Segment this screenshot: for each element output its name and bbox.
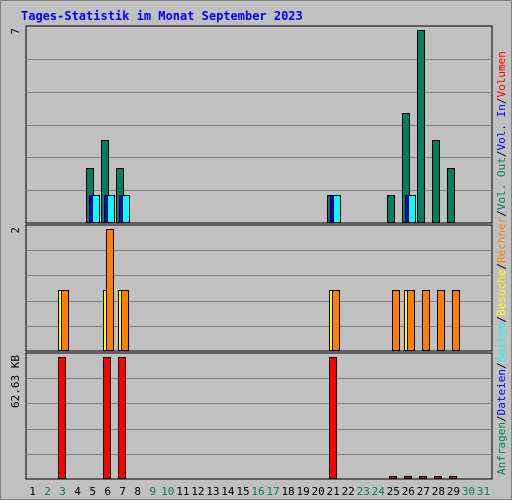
x-tick-label: 25 [387,485,400,498]
bar [106,229,114,351]
x-tick-label: 7 [119,485,126,498]
legend-entry: / [495,362,508,369]
x-tick-label: 14 [221,485,235,498]
x-tick-label: 15 [236,485,249,498]
x-tick-label: 19 [296,485,309,498]
x-tick-label: 10 [161,485,174,498]
x-tick-label: 20 [312,485,325,498]
panels-layer: 7 2 62.63 KB [9,25,493,480]
bar [118,357,126,479]
x-tick-label: 6 [104,485,111,498]
legend-entry: Seiten [495,323,508,363]
panel-frame [25,352,493,480]
bar [58,357,66,479]
x-tick-label: 12 [191,485,204,498]
x-tick-label: 22 [342,485,355,498]
bar [422,290,430,351]
y-axis-max-label: 2 [9,227,22,234]
x-tick-label: 30 [462,485,475,498]
legend-entry: / [495,150,508,157]
x-tick-label: 31 [477,485,490,498]
panel-frame [25,25,493,224]
x-tick-label: 17 [266,485,279,498]
legend-entry: / [495,210,508,217]
legend-entry: / [495,415,508,422]
legend-entry: Rechner [495,216,508,263]
legend-entry: Vol. Out [495,157,508,210]
bar [437,290,445,351]
bar [432,140,440,223]
x-tick-label: 11 [176,485,189,498]
legend-entry: Besuche [495,270,508,316]
x-tick-label: 5 [89,485,96,498]
legend-entry: / [495,316,508,323]
legend-entry: Dateien [495,369,508,415]
bar [122,195,130,223]
series-volumen [58,357,457,479]
legend-entry: Anfragen [495,422,508,475]
x-tick-label: 29 [447,485,460,498]
bar [389,476,397,479]
bar [121,290,129,351]
legend-entry: Vol. In [495,104,508,150]
bar [92,195,100,223]
panel-visits: 2 [9,224,493,352]
legend-entry: Volumen [495,51,508,97]
x-axis-labels: 1 2 3 4 5 6 7 8 9 10 11 12 13 14 15 16 17 18 19 20 21 22 23 24 2… [29,485,490,498]
legend-entry: / [495,97,508,104]
bar [452,290,460,351]
bar [392,290,400,351]
bar [387,195,395,223]
x-tick-label: 8 [134,485,141,498]
bar [103,357,111,479]
y-axis-max-label: 62.63 KB [9,355,22,408]
x-tick-label: 2 [44,485,51,498]
legend-entry: / [495,263,508,270]
x-tick-label: 4 [74,485,81,498]
x-tick-label: 13 [206,485,219,498]
x-tick-label: 26 [402,485,415,498]
bar [404,476,412,479]
x-tick-label: 21 [327,485,340,498]
x-tick-label: 24 [372,485,386,498]
bar [61,290,69,351]
bar [333,195,341,223]
series-seiten [92,195,416,223]
x-tick-label: 27 [417,485,430,498]
x-tick-label: 18 [281,485,294,498]
x-tick-label: 23 [357,485,370,498]
bar [434,476,442,479]
bar [407,290,415,351]
right-legend: Anfragen/Dateien/Seiten/Besuche/Rechner/… [495,51,508,475]
panel-frame [25,224,493,352]
x-tick-label: 28 [432,485,445,498]
y-axis-max-label: 7 [9,28,22,35]
panel-volume: 62.63 KB [9,352,493,480]
bar [107,195,115,223]
bar [419,476,427,479]
bar [417,30,425,223]
bar [449,476,457,479]
x-tick-label: 3 [59,485,66,498]
bar [332,290,340,351]
series-rechner [61,229,460,351]
x-tick-label: 9 [149,485,156,498]
x-tick-label: 1 [29,485,36,498]
chart-title: Tages-Statistik im Monat September 2023 [21,9,303,23]
x-tick-label: 16 [251,485,264,498]
bar [447,168,455,223]
bar [329,357,337,479]
series-dateien [89,195,413,223]
bar [408,195,416,223]
panel-hits: 7 [9,25,493,224]
